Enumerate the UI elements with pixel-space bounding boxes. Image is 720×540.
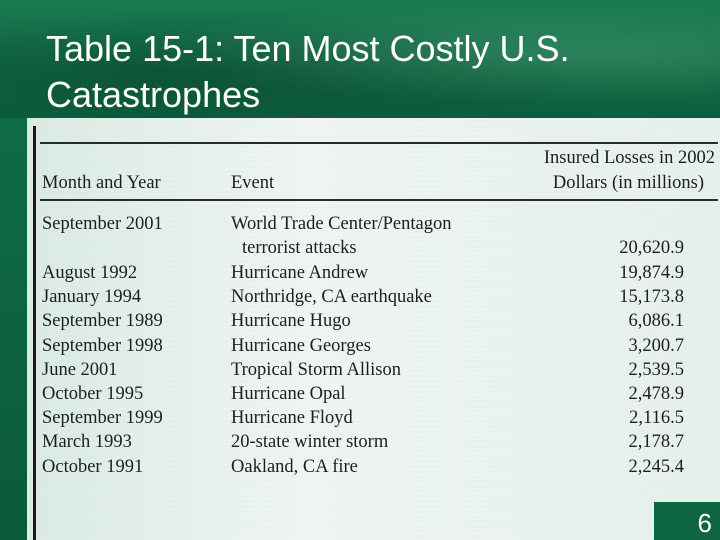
cell-loss: 2,245.4 <box>628 457 685 477</box>
title-banner: Table 15-1: Ten Most Costly U.S. Catastr… <box>0 0 720 118</box>
page-number-box: 6 <box>654 502 720 540</box>
cell-event: Hurricane Floyd <box>231 408 353 428</box>
cell-loss: 2,116.5 <box>629 408 684 428</box>
left-accent-bar <box>0 118 27 540</box>
cell-month-year: June 2001 <box>42 360 118 380</box>
cell-month-year: September 1998 <box>42 336 163 356</box>
cell-month-year: October 1995 <box>42 384 144 404</box>
cell-event: Oakland, CA fire <box>231 457 358 477</box>
cell-event: Tropical Storm Allison <box>231 360 401 380</box>
header-losses-line2: Dollars (in millions) <box>552 173 704 193</box>
cell-loss: 20,620.9 <box>619 238 684 258</box>
cell-event-continued: terrorist attacks <box>242 238 357 258</box>
cell-month-year: March 1993 <box>42 432 132 452</box>
cell-loss: 3,200.7 <box>628 336 685 356</box>
cell-event: Hurricane Andrew <box>231 263 369 283</box>
cell-event: Hurricane Georges <box>231 336 371 356</box>
header-losses-line1: Insured Losses in 2002 <box>543 148 715 168</box>
cell-month-year: August 1992 <box>42 263 138 283</box>
cell-event: Hurricane Opal <box>231 384 346 404</box>
table-panel <box>27 118 720 540</box>
slide-title-line1: Table 15-1: Ten Most Costly U.S. <box>46 28 570 69</box>
cell-loss: 2,178.7 <box>628 432 685 452</box>
cell-event: World Trade Center/Pentagon <box>231 214 452 234</box>
header-month-year: Month and Year <box>42 173 161 193</box>
slide-title: Table 15-1: Ten Most Costly U.S. Catastr… <box>46 26 686 118</box>
cell-month-year: January 1994 <box>42 287 142 307</box>
table-left-border <box>33 126 36 540</box>
cell-loss: 2,539.5 <box>628 360 685 380</box>
cell-loss: 2,478.9 <box>628 384 685 404</box>
cell-month-year: September 1999 <box>42 408 163 428</box>
header-event: Event <box>231 173 275 193</box>
page-number: 6 <box>697 508 712 538</box>
cell-loss: 19,874.9 <box>619 263 684 283</box>
cell-event: Hurricane Hugo <box>231 311 351 331</box>
cell-month-year: October 1991 <box>42 457 144 477</box>
cell-month-year: September 2001 <box>42 214 163 234</box>
cell-event: Northridge, CA earthquake <box>231 287 432 307</box>
table-top-rule <box>40 142 718 144</box>
cell-loss: 6,086.1 <box>628 311 685 331</box>
cell-event: 20-state winter storm <box>231 432 389 452</box>
cell-month-year: September 1989 <box>42 311 163 331</box>
slide-title-line2: Catastrophes <box>46 74 261 115</box>
table-header-rule <box>40 199 718 201</box>
cell-loss: 15,173.8 <box>619 287 684 307</box>
